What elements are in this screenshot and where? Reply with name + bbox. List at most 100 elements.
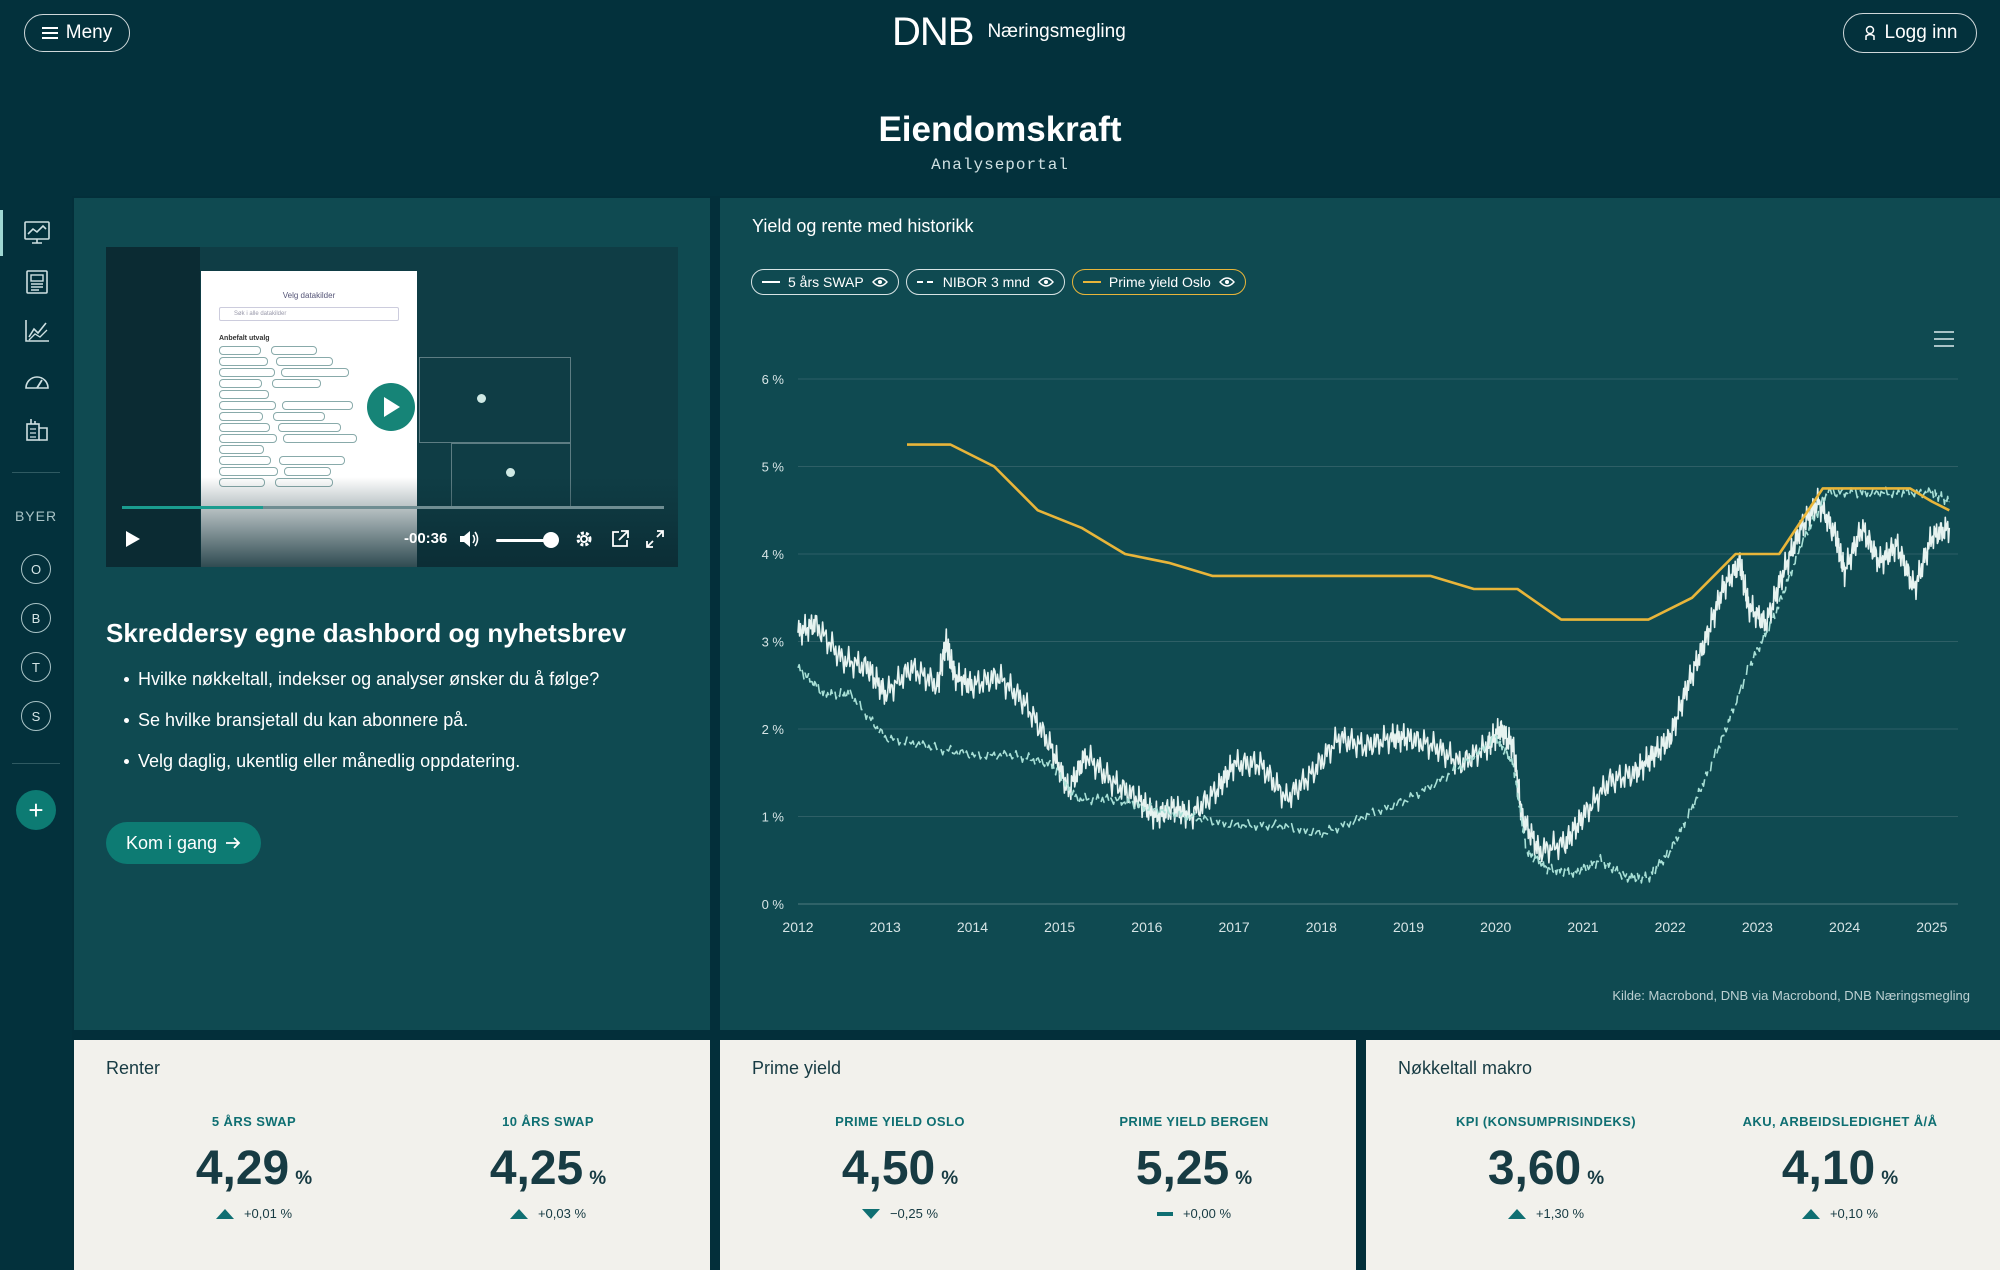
- doc-chip: [219, 434, 277, 443]
- eye-icon: [1218, 277, 1235, 287]
- solid-line-icon: [762, 281, 780, 283]
- kpi-label: PRIME YIELD OSLO: [835, 1114, 965, 1129]
- doc-chip: [219, 456, 271, 465]
- login-button[interactable]: Logg inn: [1843, 13, 1977, 53]
- doc-chip: [219, 368, 275, 377]
- doc-search: Søk i alle datakilder: [219, 307, 399, 321]
- volume-slider[interactable]: [496, 539, 556, 542]
- news-icon[interactable]: [22, 267, 52, 297]
- kpi-prime-yield-bergen[interactable]: PRIME YIELD BERGEN 5,25% +0,00 %: [1054, 1114, 1334, 1221]
- dnb-logo: DNB: [892, 9, 974, 54]
- kpi-label: 5 ÅRS SWAP: [211, 1114, 297, 1129]
- video-player[interactable]: Velg datakilder Søk i alle datakilder An…: [106, 247, 678, 567]
- video-play-big-icon[interactable]: [367, 383, 415, 431]
- play-icon[interactable]: [122, 527, 144, 551]
- x-tick-label: 2020: [1480, 919, 1511, 935]
- legend-label: 5 års SWAP: [788, 274, 864, 290]
- doc-chip: [219, 401, 276, 410]
- settings-icon[interactable]: [572, 527, 596, 551]
- kpi-10y-swap[interactable]: 10 ÅRS SWAP 4,25% +0,03 %: [408, 1114, 688, 1221]
- fullscreen-icon[interactable]: [643, 527, 667, 551]
- doc-chip: [282, 401, 353, 410]
- x-tick-label: 2021: [1567, 919, 1598, 935]
- legend-label: NIBOR 3 mnd: [942, 274, 1030, 290]
- kpi-kpi[interactable]: KPI (KONSUMPRISINDEKS) 3,60% +1,30 %: [1406, 1114, 1686, 1221]
- trend-up-icon: [1801, 1208, 1820, 1219]
- menu-button[interactable]: Meny: [24, 14, 130, 52]
- promo-bullet: Se hvilke bransjetall du kan abonnere på…: [106, 709, 599, 750]
- cities-label: BYER: [14, 508, 58, 524]
- doc-chip: [272, 379, 321, 388]
- x-tick-label: 2015: [1044, 919, 1075, 935]
- card-title: Renter: [106, 1058, 161, 1078]
- brand[interactable]: DNB Næringsmegling: [892, 10, 1126, 54]
- line-chart-icon[interactable]: [22, 316, 52, 346]
- video-dot: [506, 468, 515, 477]
- kpi-value: 4,10%: [1781, 1142, 1899, 1195]
- city-bergen[interactable]: B: [21, 603, 51, 633]
- add-button[interactable]: +: [16, 790, 56, 830]
- chart-panel: Yield og rente med historikk 5 års SWAP …: [720, 198, 2000, 1030]
- external-link-icon[interactable]: [608, 527, 632, 551]
- video-box: [419, 357, 571, 443]
- volume-icon[interactable]: [458, 527, 482, 551]
- series-line-prime-yield: [907, 443, 1950, 621]
- doc-chip: [219, 390, 269, 399]
- kpi-value: 4,50%: [841, 1142, 959, 1195]
- card-prime-yield: Prime yield PRIME YIELD OSLO 4,50% −0,25…: [720, 1040, 1356, 1270]
- legend-item-swap[interactable]: 5 års SWAP: [751, 269, 899, 295]
- yellow-line-icon: [1082, 281, 1101, 283]
- gauge-icon[interactable]: [22, 365, 52, 395]
- y-tick-label: 0 %: [762, 897, 785, 912]
- trend-up-icon: [215, 1208, 234, 1219]
- volume-knob[interactable]: [543, 532, 559, 548]
- chart-menu-icon[interactable]: [1934, 331, 1954, 347]
- get-started-button[interactable]: Kom i gang: [106, 822, 261, 864]
- user-icon: [1864, 25, 1875, 40]
- doc-chip: [219, 346, 261, 355]
- x-tick-label: 2014: [957, 919, 988, 935]
- kpi-label: KPI (KONSUMPRISINDEKS): [1456, 1114, 1636, 1129]
- city-oslo[interactable]: O: [21, 554, 51, 584]
- doc-section: Anbefalt utvalg: [219, 335, 270, 342]
- kpi-change: +0,03 %: [408, 1206, 688, 1221]
- series-line-nibor: [797, 486, 1951, 884]
- doc-chip: [219, 412, 263, 421]
- x-tick-label: 2012: [782, 919, 813, 935]
- y-tick-label: 3 %: [762, 635, 785, 650]
- dashboard-icon[interactable]: [22, 218, 52, 248]
- video-progress[interactable]: [122, 506, 664, 509]
- city-trondheim[interactable]: T: [21, 652, 51, 682]
- cta-label: Kom i gang: [125, 832, 218, 853]
- kpi-value: 4,25%: [489, 1142, 607, 1195]
- promo-title: Skreddersy egne dashbord og nyhetsbrev: [106, 618, 627, 648]
- doc-chip: [276, 357, 333, 366]
- doc-chip: [219, 467, 278, 476]
- buildings-icon[interactable]: [22, 414, 52, 444]
- card-makro: Nøkkeltall makro KPI (KONSUMPRISINDEKS) …: [1366, 1040, 2000, 1270]
- y-tick-label: 5 %: [762, 460, 785, 475]
- y-tick-label: 6 %: [762, 372, 785, 387]
- y-tick-label: 4 %: [762, 547, 785, 562]
- x-tick-label: 2013: [870, 919, 901, 935]
- doc-chip: [273, 412, 325, 421]
- card-title: Prime yield: [752, 1058, 842, 1078]
- kpi-prime-yield-oslo[interactable]: PRIME YIELD OSLO 4,50% −0,25 %: [760, 1114, 1040, 1221]
- doc-chip: [271, 346, 317, 355]
- x-tick-label: 2019: [1393, 919, 1424, 935]
- card-title: Nøkkeltall makro: [1398, 1058, 1533, 1078]
- legend-item-nibor[interactable]: NIBOR 3 mnd: [905, 269, 1065, 295]
- kpi-change: −0,25 %: [760, 1206, 1040, 1221]
- kpi-aku[interactable]: AKU, ARBEIDSLEDIGHET Å/Å 4,10% +0,10 %: [1700, 1114, 1980, 1221]
- kpi-value: 4,29%: [195, 1142, 313, 1195]
- kpi-change: +1,30 %: [1406, 1206, 1686, 1221]
- kpi-5y-swap[interactable]: 5 ÅRS SWAP 4,29% +0,01 %: [114, 1114, 394, 1221]
- arrow-right-icon: [226, 837, 241, 849]
- city-stavanger[interactable]: S: [21, 701, 51, 731]
- doc-chip: [283, 434, 357, 443]
- page-subtitle: Analyseportal: [931, 156, 1069, 174]
- x-tick-label: 2023: [1742, 919, 1773, 935]
- promo-bullet: Hvilke nøkkeltall, indekser og analyser …: [106, 668, 599, 709]
- legend-item-prime-yield[interactable]: Prime yield Oslo: [1071, 269, 1246, 295]
- menu-label: Meny: [65, 22, 113, 43]
